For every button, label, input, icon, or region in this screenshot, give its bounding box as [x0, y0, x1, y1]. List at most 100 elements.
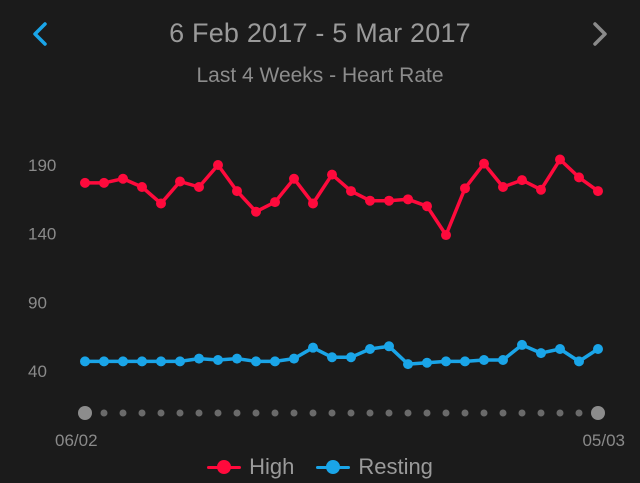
data-point-resting: [213, 355, 223, 366]
pager-dot: [480, 409, 488, 417]
pager-dot: [195, 409, 203, 417]
data-point-high: [536, 184, 546, 195]
data-point-high: [365, 195, 375, 206]
data-point-resting: [422, 357, 432, 368]
legend-label-resting: Resting: [358, 454, 433, 479]
pager-dot: [252, 409, 260, 417]
data-point-high: [289, 173, 299, 184]
pager-dot: [214, 409, 222, 417]
scrubber-handle[interactable]: [78, 406, 92, 420]
legend-label-high: High: [249, 454, 295, 479]
pager-dot: [575, 409, 583, 417]
data-point-high: [460, 183, 470, 194]
data-point-high: [80, 177, 90, 188]
data-point-resting: [251, 356, 261, 367]
pager-dot: [423, 409, 431, 417]
pager-dot: [556, 409, 564, 417]
data-point-high: [213, 160, 223, 170]
data-point-high: [99, 177, 109, 188]
pager-dot: [385, 409, 393, 417]
data-point-resting: [289, 353, 299, 364]
pager-dot: [176, 409, 184, 417]
pager-dot: [366, 409, 374, 417]
data-point-resting: [175, 356, 185, 367]
data-point-resting: [460, 356, 470, 367]
data-point-resting: [99, 356, 109, 367]
pager-dot: [537, 409, 545, 417]
y-tick-label: 140: [28, 225, 56, 244]
chart-legend: High Resting: [0, 452, 640, 482]
pager-dot: [100, 409, 108, 417]
data-point-high: [346, 186, 356, 197]
x-tick-label-end: 05/03: [582, 431, 625, 450]
data-point-resting: [308, 342, 318, 353]
data-point-resting: [346, 352, 356, 363]
data-point-high: [593, 186, 603, 197]
data-point-resting: [498, 355, 508, 366]
previous-period-button[interactable]: [20, 14, 60, 54]
data-point-high: [118, 173, 128, 184]
data-point-resting: [593, 344, 603, 355]
data-point-resting: [517, 339, 527, 350]
data-point-resting: [441, 356, 451, 367]
pager-dot: [290, 409, 298, 417]
date-range-title: 6 Feb 2017 - 5 Mar 2017: [169, 18, 471, 48]
scrubber-handle[interactable]: [591, 406, 605, 420]
data-point-high: [574, 172, 584, 183]
data-point-high: [308, 198, 318, 209]
pager-dot: [271, 409, 279, 417]
data-point-resting: [194, 353, 204, 364]
data-point-high: [403, 194, 413, 205]
data-point-high: [422, 201, 432, 212]
chart-subtitle: Last 4 Weeks - Heart Rate: [196, 64, 444, 87]
y-tick-label: 40: [28, 362, 47, 381]
data-point-high: [156, 198, 166, 209]
pager-dot: [499, 409, 507, 417]
data-point-high: [232, 186, 242, 197]
data-point-resting: [156, 356, 166, 367]
data-point-resting: [555, 344, 565, 355]
pager-dot: [518, 409, 526, 417]
pager-dot: [404, 409, 412, 417]
data-point-high: [327, 169, 337, 180]
pager-dot: [309, 409, 317, 417]
legend-marker-high: [207, 460, 242, 474]
data-point-resting: [137, 356, 147, 367]
data-point-resting: [327, 352, 337, 363]
legend-marker-resting: [316, 460, 351, 474]
series-line-high: [83, 157, 600, 237]
chevron-right-icon: [593, 22, 607, 46]
pager-dot: [442, 409, 450, 417]
data-point-resting: [365, 344, 375, 355]
heart-rate-line-chart: 40 90 140 190 06/02 05/03: [28, 154, 625, 450]
data-point-high: [137, 181, 147, 192]
data-point-high: [441, 230, 451, 241]
data-point-resting: [384, 341, 394, 352]
y-tick-label: 190: [28, 156, 56, 175]
chart-header: 6 Feb 2017 - 5 Mar 2017 Last 4 Weeks - H…: [0, 0, 640, 120]
pager-dot: [138, 409, 146, 417]
legend-item-high: High: [207, 454, 294, 480]
data-point-resting: [574, 356, 584, 367]
pager-dot: [328, 409, 336, 417]
data-point-high: [384, 195, 394, 206]
legend-item-resting: Resting: [316, 454, 433, 480]
data-point-resting: [403, 359, 413, 370]
data-point-high: [555, 154, 565, 165]
pager-dot: [119, 409, 127, 417]
pager-dot: [461, 409, 469, 417]
next-period-button[interactable]: [580, 14, 620, 54]
data-point-high: [270, 197, 280, 208]
x-tick-label-start: 06/02: [55, 431, 98, 450]
data-point-high: [194, 181, 204, 192]
data-point-resting: [270, 356, 280, 367]
data-point-resting: [118, 356, 128, 367]
data-point-high: [175, 176, 185, 187]
pager-dot: [347, 409, 355, 417]
chevron-left-icon: [33, 22, 47, 46]
data-point-resting: [232, 353, 242, 364]
data-point-high: [251, 206, 261, 217]
data-point-high: [498, 181, 508, 192]
data-point-resting: [80, 356, 90, 367]
series-line-resting: [83, 343, 600, 366]
